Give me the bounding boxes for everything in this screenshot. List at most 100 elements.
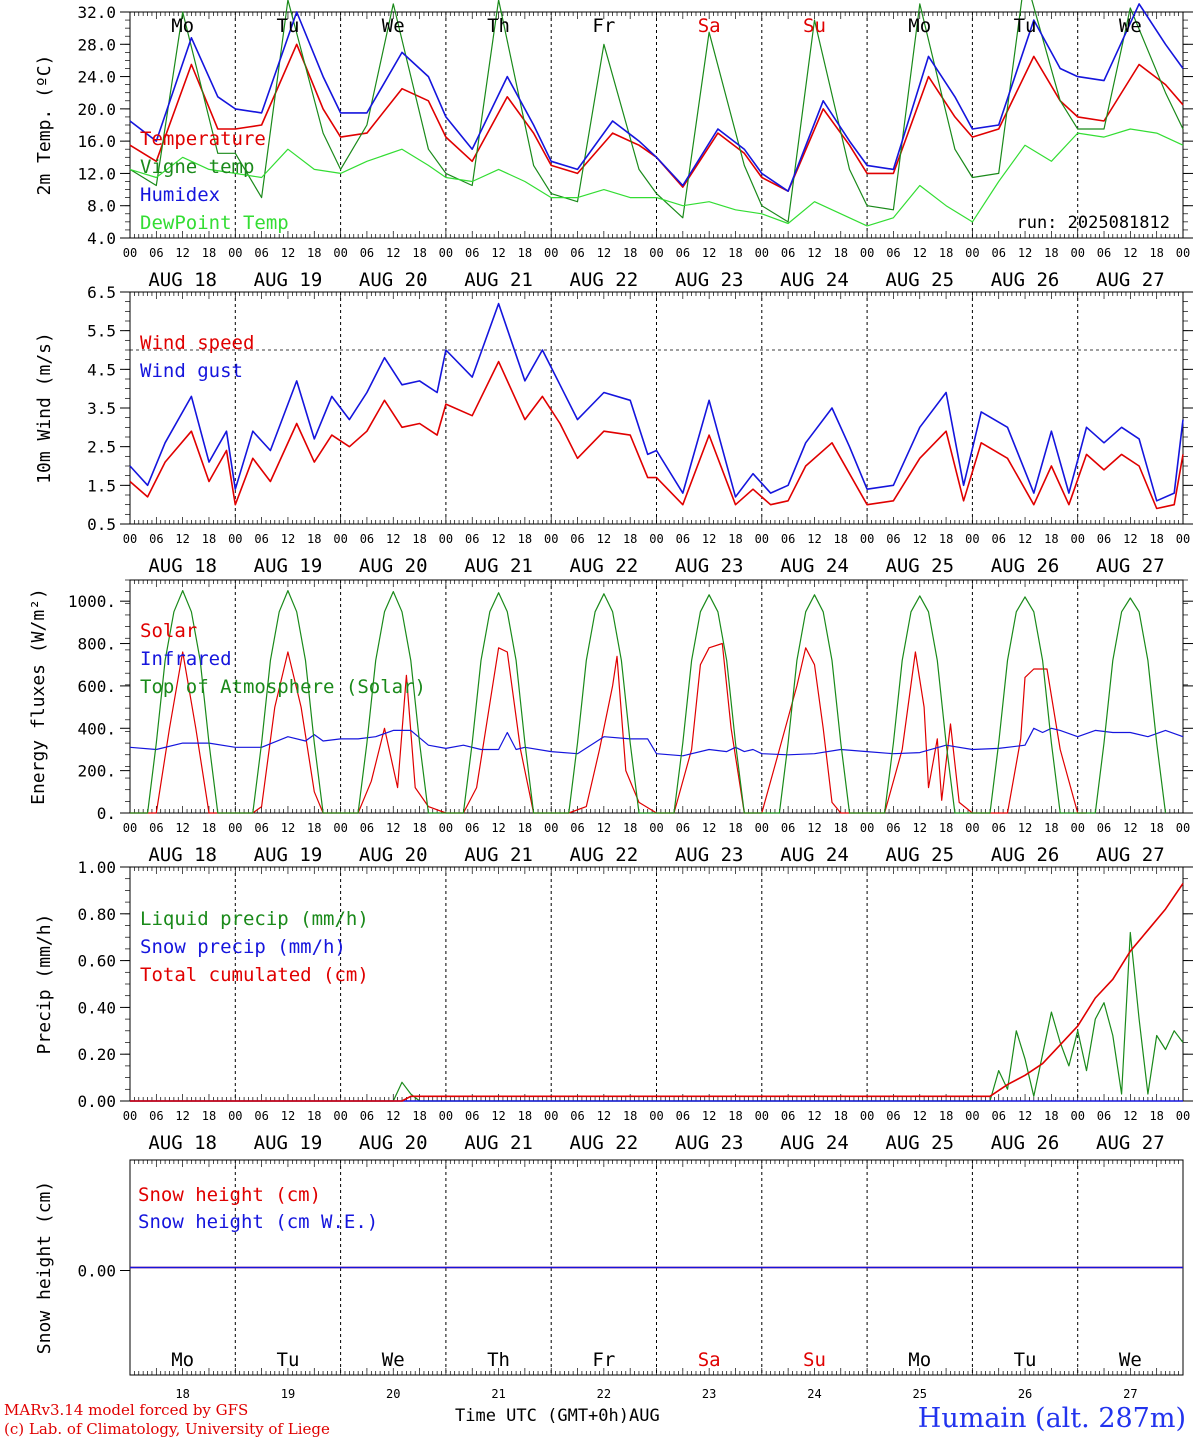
hour-label: 00 [755, 1109, 769, 1123]
y-tick-label: 3.5 [87, 399, 116, 418]
day-label: AUG 23 [675, 844, 744, 866]
energy-panel: 1000. 800. 600. 400. 200. 0. Energy fluxes (W/… [28, 579, 1193, 866]
hour-label: 06 [149, 532, 163, 546]
hour-label: 18 [412, 246, 426, 260]
y-tick-label: 1.00 [77, 858, 116, 877]
day-label: AUG 27 [1096, 555, 1165, 577]
hour-label: 00 [755, 821, 769, 835]
day-label: AUG 26 [991, 555, 1060, 577]
hour-label: 00 [333, 821, 347, 835]
hour-label: 18 [307, 246, 321, 260]
y-axis-label: Precip (mm/h) [34, 914, 55, 1055]
series-line-wind-speed [129, 360, 1184, 510]
hour-label: 12 [386, 532, 400, 546]
hour-label: 12 [807, 821, 821, 835]
day-label: AUG 23 [675, 555, 744, 577]
day-label: AUG 22 [570, 844, 639, 866]
hour-label: 12 [597, 1109, 611, 1123]
hour-label: 12 [702, 532, 716, 546]
hour-label: 06 [676, 246, 690, 260]
hour-label: 00 [439, 1109, 453, 1123]
hour-label: 06 [991, 246, 1005, 260]
hour-label: 00 [649, 532, 663, 546]
hour-label: 18 [728, 246, 742, 260]
hour-label: 06 [360, 532, 374, 546]
hour-label: 06 [570, 821, 584, 835]
hour-label: 18 [1149, 532, 1163, 546]
hour-label: 06 [149, 246, 163, 260]
hour-label: 00 [1070, 821, 1084, 835]
y-tick-label: 0.5 [87, 515, 116, 534]
day-label: AUG 25 [885, 555, 954, 577]
precip-panel: 1.00 0.80 0.60 0.40 0.20 0.00 Precip (mm/h) Liq… [34, 858, 1193, 1154]
series-line-vigne-temp [129, 0, 1184, 223]
hour-label: 06 [781, 532, 795, 546]
hour-label: 00 [1176, 532, 1190, 546]
station-name: Humain (alt. 287m) [917, 1403, 1186, 1434]
hour-label: 12 [913, 1109, 927, 1123]
hour-label: 18 [623, 246, 637, 260]
hour-label: 18 [834, 532, 848, 546]
hour-label: 00 [544, 1109, 558, 1123]
hour-label: 00 [649, 821, 663, 835]
hour-label: 00 [228, 532, 242, 546]
y-tick-label: 0.60 [77, 952, 116, 971]
hour-label: 18 [1149, 821, 1163, 835]
hour-label: 18 [1044, 246, 1058, 260]
hour-label: 06 [781, 821, 795, 835]
y-tick-label: 32.0 [77, 3, 116, 22]
hour-label: 00 [755, 532, 769, 546]
weekday-label: Mo [171, 1349, 194, 1371]
snow-panel: 0.00 Snow height (cm) Snow height (cm) Snow… [34, 1159, 1184, 1401]
legend-entry: Snow height (cm) [138, 1184, 321, 1206]
hour-label: 18 [728, 1109, 742, 1123]
series-line-total-cumulated-cm- [130, 882, 1184, 1102]
day-label: AUG 24 [780, 555, 849, 577]
hour-label: 18 [518, 821, 532, 835]
weekday-label: Tu [277, 1349, 300, 1371]
hour-label: 18 [939, 821, 953, 835]
day-label: AUG 19 [254, 1132, 323, 1154]
y-axis-label: 10m Wind (m/s) [34, 332, 55, 484]
weekday-label: Su [803, 1349, 826, 1371]
day-label: AUG 22 [570, 555, 639, 577]
y-tick-label: 4.5 [87, 360, 116, 379]
hour-label: 06 [149, 1109, 163, 1123]
day-label: AUG 21 [464, 844, 533, 866]
hour-label: 12 [913, 246, 927, 260]
hour-label: 12 [386, 246, 400, 260]
hour-label: 00 [544, 532, 558, 546]
hour-label: 12 [1123, 821, 1137, 835]
weekday-label: We [1119, 15, 1142, 37]
weekday-label: Fr [592, 15, 615, 37]
hour-label: 12 [597, 246, 611, 260]
hour-label: 18 [623, 821, 637, 835]
hour-label: 18 [307, 821, 321, 835]
hour-label: 18 [728, 532, 742, 546]
hour-label: 12 [807, 1109, 821, 1123]
day-label: AUG 21 [464, 1132, 533, 1154]
hour-label: 06 [991, 532, 1005, 546]
hour-label: 12 [175, 532, 189, 546]
x-axis-title: Time UTC (GMT+0h)AUG [455, 1406, 660, 1426]
day-label: AUG 25 [885, 1132, 954, 1154]
weekday-label: We [1119, 1349, 1142, 1371]
hour-label: 12 [281, 1109, 295, 1123]
hour-label: 12 [491, 821, 505, 835]
hour-label: 00 [333, 532, 347, 546]
hour-label: 00 [333, 246, 347, 260]
hour-label: 06 [360, 1109, 374, 1123]
hour-label: 18 [412, 532, 426, 546]
hour-label: 06 [1097, 1109, 1111, 1123]
footer-model-credit: MARv3.14 model forced by GFS [4, 1401, 249, 1419]
hour-label: 00 [228, 1109, 242, 1123]
hour-label: 18 [518, 246, 532, 260]
hour-label: 18 [1149, 1109, 1163, 1123]
hour-label: 06 [781, 1109, 795, 1123]
y-tick-label: 20.0 [77, 100, 116, 119]
hour-label: 18 [939, 246, 953, 260]
day-number-label: 26 [1018, 1387, 1032, 1401]
hour-label: 12 [913, 532, 927, 546]
hour-label: 12 [1123, 532, 1137, 546]
